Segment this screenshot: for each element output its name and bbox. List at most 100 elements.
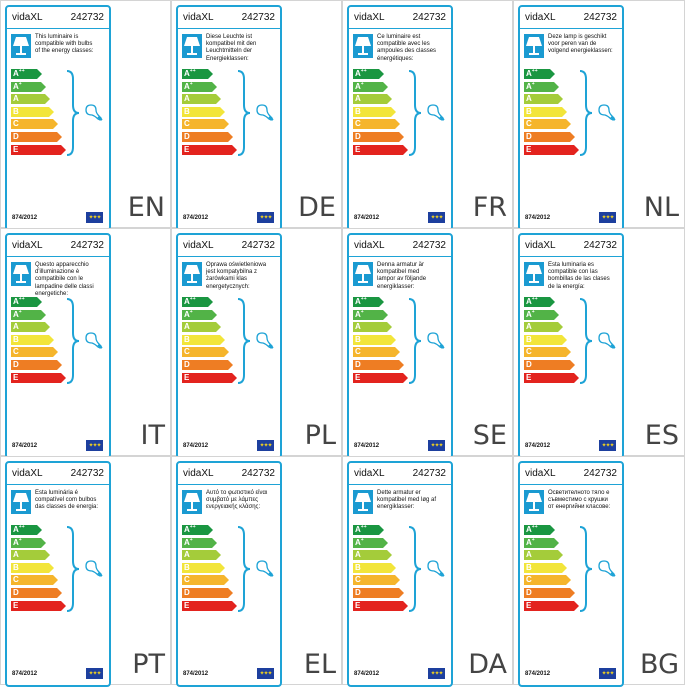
energy-class-bar: C bbox=[353, 119, 401, 130]
energy-class-bar: A bbox=[11, 322, 59, 333]
brand-name: vidaXL bbox=[525, 12, 556, 23]
brand-name: vidaXL bbox=[183, 468, 214, 479]
energy-class-letter: A++ bbox=[526, 524, 538, 535]
energy-scale: A++ A+ A B C D E bbox=[182, 296, 237, 385]
eu-flag-icon: ✦✦✦ bbox=[428, 440, 445, 451]
energy-class-letter: A++ bbox=[526, 296, 538, 307]
energy-class-letter: A bbox=[355, 322, 361, 332]
compatibility-text: This luminaire is compatible with bulbs … bbox=[35, 34, 94, 55]
energy-class-letter: C bbox=[184, 575, 190, 585]
energy-class-letter: C bbox=[13, 575, 19, 585]
energy-label: vidaXL 242732 Oprawa oświetleniowa jest ko… bbox=[176, 233, 282, 459]
energy-label: vidaXL 242732 Осветителното тяло е съвмест… bbox=[518, 461, 624, 687]
product-code: 242732 bbox=[241, 12, 275, 23]
compatibility-text: Oprawa oświetleniowa jest kompatybilna z… bbox=[206, 262, 267, 290]
brand-name: vidaXL bbox=[12, 12, 43, 23]
energy-class-letter: A+ bbox=[355, 80, 364, 91]
energy-class-letter: B bbox=[526, 106, 532, 116]
energy-class-bar: A++ bbox=[182, 525, 230, 535]
energy-class-bar: D bbox=[524, 587, 575, 598]
product-code: 242732 bbox=[70, 240, 104, 251]
energy-class-letter: A++ bbox=[355, 524, 367, 535]
energy-class-letter: E bbox=[184, 372, 190, 382]
energy-class-bar: A+ bbox=[524, 81, 572, 92]
energy-class-bar: D bbox=[182, 587, 233, 598]
brand-name: vidaXL bbox=[525, 468, 556, 479]
language-code: PT bbox=[132, 649, 165, 680]
energy-class-bar: E bbox=[11, 600, 66, 611]
energy-class-letter: D bbox=[526, 131, 532, 141]
energy-class-bar: A bbox=[524, 94, 572, 105]
energy-class-bar: C bbox=[11, 347, 59, 358]
product-code: 242732 bbox=[412, 240, 446, 251]
regulation-number: 874/2012 bbox=[183, 671, 209, 677]
energy-class-bar: D bbox=[353, 131, 404, 142]
energy-label-cell-pt: vidaXL 242732 Esta luminária é compatível … bbox=[0, 456, 171, 687]
energy-scale: A++ A+ A B C D E bbox=[11, 297, 66, 385]
eu-flag-icon: ✦✦✦ bbox=[257, 212, 274, 223]
energy-class-bar: C bbox=[11, 119, 59, 130]
energy-class-letter: E bbox=[13, 372, 19, 382]
regulation-number: 874/2012 bbox=[12, 671, 38, 677]
energy-label-cell-es: vidaXL 242732 Esta luminaria es compatible… bbox=[513, 228, 685, 459]
regulation-number: 874/2012 bbox=[525, 443, 551, 449]
curly-brace-icon bbox=[407, 297, 423, 385]
regulation-number: 874/2012 bbox=[354, 443, 380, 449]
energy-class-bar: B bbox=[524, 106, 572, 117]
energy-class-bar: A bbox=[524, 322, 572, 333]
energy-class-bar: B bbox=[353, 562, 401, 573]
energy-class-bar: A++ bbox=[353, 297, 401, 307]
compatibility-text: Esta luminaria es compatible con las bom… bbox=[548, 262, 610, 290]
energy-class-letter: D bbox=[355, 359, 361, 369]
energy-class-bar: A+ bbox=[182, 309, 230, 320]
brand-name: vidaXL bbox=[183, 240, 214, 251]
energy-scale: A++ A+ A B C D E bbox=[524, 525, 579, 613]
energy-class-letter: E bbox=[184, 600, 190, 610]
energy-class-letter: C bbox=[355, 347, 361, 357]
label-header: vidaXL 242732 bbox=[520, 463, 622, 485]
energy-class-letter: A+ bbox=[184, 536, 193, 547]
product-code: 242732 bbox=[583, 240, 617, 251]
energy-class-bar: C bbox=[353, 347, 401, 358]
energy-class-bar: C bbox=[182, 575, 230, 586]
product-code: 242732 bbox=[241, 240, 275, 251]
product-code: 242732 bbox=[70, 12, 104, 23]
eu-flag-icon: ✦✦✦ bbox=[257, 668, 274, 679]
energy-class-letter: A++ bbox=[355, 68, 367, 79]
energy-class-letter: E bbox=[355, 144, 361, 154]
energy-class-letter: A bbox=[13, 94, 19, 104]
energy-class-letter: A bbox=[355, 550, 361, 560]
label-header: vidaXL 242732 bbox=[178, 463, 280, 485]
language-code: BG bbox=[640, 649, 679, 680]
energy-class-bar: B bbox=[182, 334, 230, 345]
light-bulb-icon bbox=[425, 331, 447, 351]
product-code: 242732 bbox=[583, 12, 617, 23]
energy-label: vidaXL 242732 Esta luminária é compatível … bbox=[5, 461, 111, 687]
energy-class-bar: E bbox=[353, 372, 408, 383]
energy-class-letter: A++ bbox=[184, 296, 196, 307]
energy-label: vidaXL 242732 This luminaire is compatible… bbox=[5, 5, 111, 231]
energy-class-letter: A++ bbox=[184, 524, 196, 535]
energy-label: vidaXL 242732 Ce luminaire est compatible … bbox=[347, 5, 453, 231]
energy-class-bar: A bbox=[353, 94, 401, 105]
energy-label-cell-bg: vidaXL 242732 Осветителното тяло е съвмест… bbox=[513, 456, 685, 687]
energy-class-letter: E bbox=[526, 144, 532, 154]
table-lamp-icon bbox=[524, 262, 544, 286]
light-bulb-icon bbox=[254, 103, 276, 123]
energy-class-bar: E bbox=[524, 372, 579, 383]
energy-class-letter: A++ bbox=[13, 68, 25, 79]
compatibility-text: Αυτό το φωτιστικό είναι συμβατό με λάμπε… bbox=[206, 490, 268, 511]
energy-class-letter: B bbox=[355, 562, 361, 572]
energy-class-letter: C bbox=[355, 575, 361, 585]
curly-brace-icon bbox=[236, 297, 252, 385]
energy-class-bar: A bbox=[353, 322, 401, 333]
energy-class-letter: A+ bbox=[526, 308, 535, 319]
energy-class-bar: A+ bbox=[524, 537, 572, 548]
energy-class-bar: A+ bbox=[11, 81, 59, 92]
energy-class-bar: A++ bbox=[524, 525, 572, 535]
energy-class-letter: E bbox=[13, 144, 19, 154]
language-code: PL bbox=[304, 420, 336, 451]
energy-class-bar: D bbox=[353, 587, 404, 598]
energy-class-letter: D bbox=[355, 131, 361, 141]
